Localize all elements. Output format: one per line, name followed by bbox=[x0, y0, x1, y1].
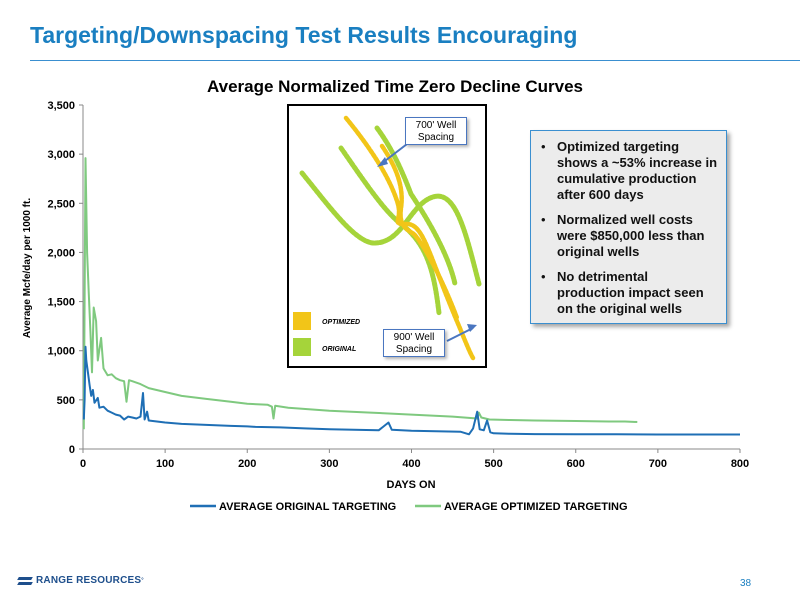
x-tick-label: 200 bbox=[238, 458, 256, 470]
logo-registered-mark: ° bbox=[141, 577, 144, 584]
series-layer bbox=[82, 157, 740, 436]
y-tick-label: 2,500 bbox=[47, 198, 75, 210]
key-findings-list: Optimized targeting shows a ~53% increas… bbox=[541, 139, 718, 317]
inset-legend-label-optimized: OPTIMIZED bbox=[322, 319, 360, 326]
well-trajectory-diagram: OPTIMIZED ORIGINAL bbox=[293, 115, 482, 361]
y-tick-label: 1,500 bbox=[47, 297, 75, 309]
key-findings-box: Optimized targeting shows a ~53% increas… bbox=[530, 130, 727, 324]
callout-900-pointer bbox=[446, 327, 474, 342]
callout-900-arrowhead bbox=[467, 324, 477, 332]
legend-label-original: AVERAGE ORIGINAL TARGETING bbox=[219, 501, 396, 513]
x-tick-label: 500 bbox=[484, 458, 502, 470]
chart-title: Average Normalized Time Zero Decline Cur… bbox=[207, 77, 583, 96]
x-tick-label: 700 bbox=[649, 458, 667, 470]
chart-axes: 0 500 1,000 1,500 2,000 2,500 3,000 3,500 0 100 20… bbox=[47, 100, 749, 470]
logo-stripes-icon bbox=[18, 576, 32, 586]
callout-700-spacing: 700' Well Spacing bbox=[405, 117, 467, 145]
y-tick-label: 2,000 bbox=[47, 247, 75, 259]
finding-item: No detrimental production impact seen on… bbox=[541, 269, 718, 317]
title-divider bbox=[30, 60, 800, 61]
inset-legend-label-original: ORIGINAL bbox=[322, 346, 356, 353]
series-line-original bbox=[82, 345, 740, 436]
finding-item: Optimized targeting shows a ~53% increas… bbox=[541, 139, 718, 203]
inset-legend-swatch-original bbox=[293, 338, 311, 356]
x-tick-label: 100 bbox=[156, 458, 174, 470]
original-well-2 bbox=[338, 145, 442, 316]
inset-legend-swatch-optimized bbox=[293, 312, 311, 330]
optimized-well-2 bbox=[379, 143, 460, 321]
chart-legend: AVERAGE ORIGINAL TARGETING AVERAGE OPTIM… bbox=[190, 501, 628, 513]
optimized-well-1 bbox=[343, 115, 476, 361]
x-tick-label: 600 bbox=[567, 458, 585, 470]
callout-700-arrowhead bbox=[377, 157, 388, 167]
x-tick-label: 400 bbox=[402, 458, 420, 470]
x-tick-label: 800 bbox=[731, 458, 749, 470]
x-tick-label: 300 bbox=[320, 458, 338, 470]
finding-item: Normalized well costs were $850,000 less… bbox=[541, 212, 718, 260]
logo-text: RANGE RESOURCES bbox=[36, 575, 142, 586]
x-axis-label: DAYS ON bbox=[386, 479, 435, 491]
callout-900-spacing: 900' Well Spacing bbox=[383, 329, 445, 357]
y-tick-label: 500 bbox=[57, 395, 75, 407]
well-spacing-inset: OPTIMIZED ORIGINAL bbox=[287, 104, 487, 368]
original-well-3 bbox=[374, 125, 458, 287]
slide-title: Targeting/Downspacing Test Results Encou… bbox=[30, 22, 578, 48]
legend-label-optimized: AVERAGE OPTIMIZED TARGETING bbox=[444, 501, 628, 513]
y-tick-label: 3,000 bbox=[47, 149, 75, 161]
x-tick-label: 0 bbox=[80, 458, 86, 470]
y-tick-label: 1,000 bbox=[47, 346, 75, 358]
page-number: 38 bbox=[740, 578, 752, 589]
y-axis-label: Average Mcfe/day per 1000 ft. bbox=[22, 198, 33, 338]
series-line-optimized bbox=[82, 157, 638, 430]
company-logo: RANGE RESOURCES ° bbox=[18, 575, 144, 586]
y-tick-label: 3,500 bbox=[47, 100, 75, 112]
y-tick-label: 0 bbox=[69, 444, 75, 456]
